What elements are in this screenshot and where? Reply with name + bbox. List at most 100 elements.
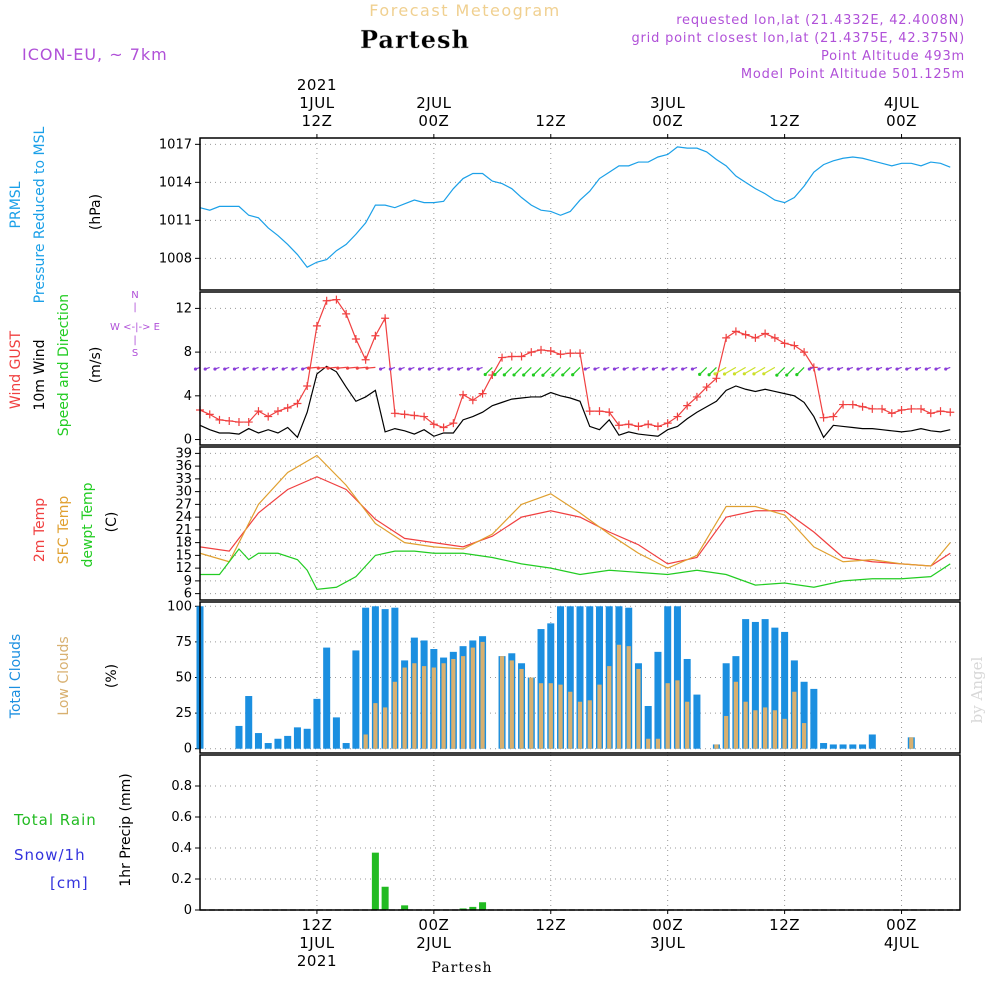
wind-dir-arrowhead <box>827 367 831 371</box>
compass-bar-s: | <box>133 335 136 346</box>
gust-marker <box>215 415 224 424</box>
gust-marker <box>429 420 438 429</box>
x-tick-label-bottom: 00Z <box>652 916 683 934</box>
x-tick-label-top: 12Z <box>769 112 800 130</box>
wind-dir-arrow <box>786 366 795 376</box>
wind-dir-arrowhead <box>502 373 506 377</box>
low-clouds-bar <box>909 737 914 749</box>
gust-marker <box>459 390 468 399</box>
total-clouds-bar <box>595 606 603 749</box>
low-clouds-bar <box>597 684 602 749</box>
total-clouds-bar <box>274 738 282 749</box>
rain-bar <box>479 902 487 910</box>
x-tick-label-top: 1JUL <box>299 94 334 112</box>
gridpoint-coords: grid point closest lon,lat (21.4375E, 42… <box>631 31 965 46</box>
gust-marker <box>517 352 526 361</box>
low-clouds-bar <box>412 663 417 749</box>
model-label: ICON-EU, ~ 7km <box>22 45 168 64</box>
y-tick-label: 24 <box>175 510 192 525</box>
x-tick-label-bottom: 00Z <box>418 916 449 934</box>
wind-dir-arrowhead <box>622 367 626 371</box>
x-tick-label-top: 12Z <box>301 112 332 130</box>
wind-dir-arrowhead <box>752 372 756 376</box>
gust-marker <box>858 402 867 411</box>
wind-dir-arrow <box>734 366 746 375</box>
wind-dir-arrowhead <box>417 367 422 371</box>
low-clouds-bar <box>655 738 661 749</box>
wind-dir-arrowhead <box>681 367 685 371</box>
wind-dir-arrowhead <box>762 372 766 376</box>
watermark: by Angel <box>968 656 986 723</box>
total-clouds-bar <box>839 744 847 749</box>
gust-marker <box>546 347 555 356</box>
wind-dir-arrowhead <box>203 367 207 371</box>
total-clouds-bar <box>820 743 828 749</box>
y-tick-label: 0.8 <box>171 779 192 794</box>
wind-dir-arrowhead <box>671 367 675 371</box>
y-tick-label: 1017 <box>159 137 192 152</box>
point-altitude: Point Altitude 493m <box>821 49 965 64</box>
wind-dir-arrowhead <box>493 373 497 377</box>
low-clouds-bar <box>499 656 505 749</box>
total-clouds-bar <box>235 725 243 749</box>
wind-dir-arrow <box>744 366 756 375</box>
pressure-ylabel-2: Pressure Reduced to MSL <box>32 126 48 303</box>
gust-marker <box>878 404 887 413</box>
wind-dir-arrowhead <box>632 367 636 371</box>
wind-dir-arrow <box>714 366 727 375</box>
y-tick-label: 0 <box>184 903 192 918</box>
low-clouds-bar <box>470 647 475 749</box>
x-tick-label-bottom: 12Z <box>769 916 800 934</box>
low-clouds-bar <box>607 666 612 749</box>
gust-marker <box>917 404 926 413</box>
y-tick-label: 50 <box>175 671 192 686</box>
wind-dir-arrowhead <box>603 367 607 371</box>
chart-subtitle: Forecast Meteogram <box>369 1 560 20</box>
y-tick-label: 12 <box>175 561 192 576</box>
gust-marker <box>829 412 838 421</box>
total-clouds-bar <box>313 698 321 749</box>
y-tick-label: 1014 <box>159 175 192 190</box>
x-tick-label-top: 00Z <box>652 112 683 130</box>
gust-marker <box>556 350 565 359</box>
wind-dir-arrow <box>494 366 503 376</box>
wind-dir-arrowhead <box>924 367 928 371</box>
y-tick-label: 0 <box>184 433 192 448</box>
gust-marker <box>283 403 292 412</box>
total-clouds-bar <box>362 607 370 749</box>
low-clouds-bar <box>801 723 807 749</box>
wind-dir-arrowhead <box>856 367 860 371</box>
requested-coords: requested lon,lat (21.4332E, 42.4008N) <box>676 13 965 28</box>
total-clouds-bar <box>576 606 584 749</box>
wind-dir-arrow <box>513 366 522 376</box>
gust-marker <box>312 321 321 330</box>
gust-marker <box>702 383 711 392</box>
total-clouds-bar <box>342 743 350 749</box>
precip-label-unit: [cm] <box>50 874 89 892</box>
panel-frame <box>199 137 961 291</box>
low-clouds-bar <box>743 701 748 749</box>
wind-dir-arrowhead <box>583 367 587 371</box>
wind-dir-arrowhead <box>722 372 727 376</box>
gust-marker <box>644 420 653 429</box>
wind-dir-arrow <box>708 366 717 376</box>
wind-ylabel-1: Wind GUST <box>8 330 24 409</box>
wind-dir-arrowhead <box>742 372 746 376</box>
total-clouds-bar <box>264 743 272 749</box>
wind-dir-arrowhead <box>252 367 256 371</box>
gust-marker <box>478 389 487 398</box>
y-tick-label: 18 <box>175 536 192 551</box>
wind-dir-arrowhead <box>895 367 899 371</box>
y-tick-label: 15 <box>175 548 192 563</box>
total-clouds-bar <box>771 627 779 749</box>
gust-marker <box>614 421 623 430</box>
total-clouds-bar <box>868 734 876 749</box>
low-clouds-bar <box>577 701 583 749</box>
wind-dir-arrow <box>552 366 561 376</box>
wind-dir-arrowhead <box>944 367 948 371</box>
gust-marker <box>624 420 633 429</box>
wind-dir-arrow <box>503 366 513 376</box>
clouds-unit: (%) <box>104 664 120 688</box>
gust-marker <box>926 409 935 418</box>
